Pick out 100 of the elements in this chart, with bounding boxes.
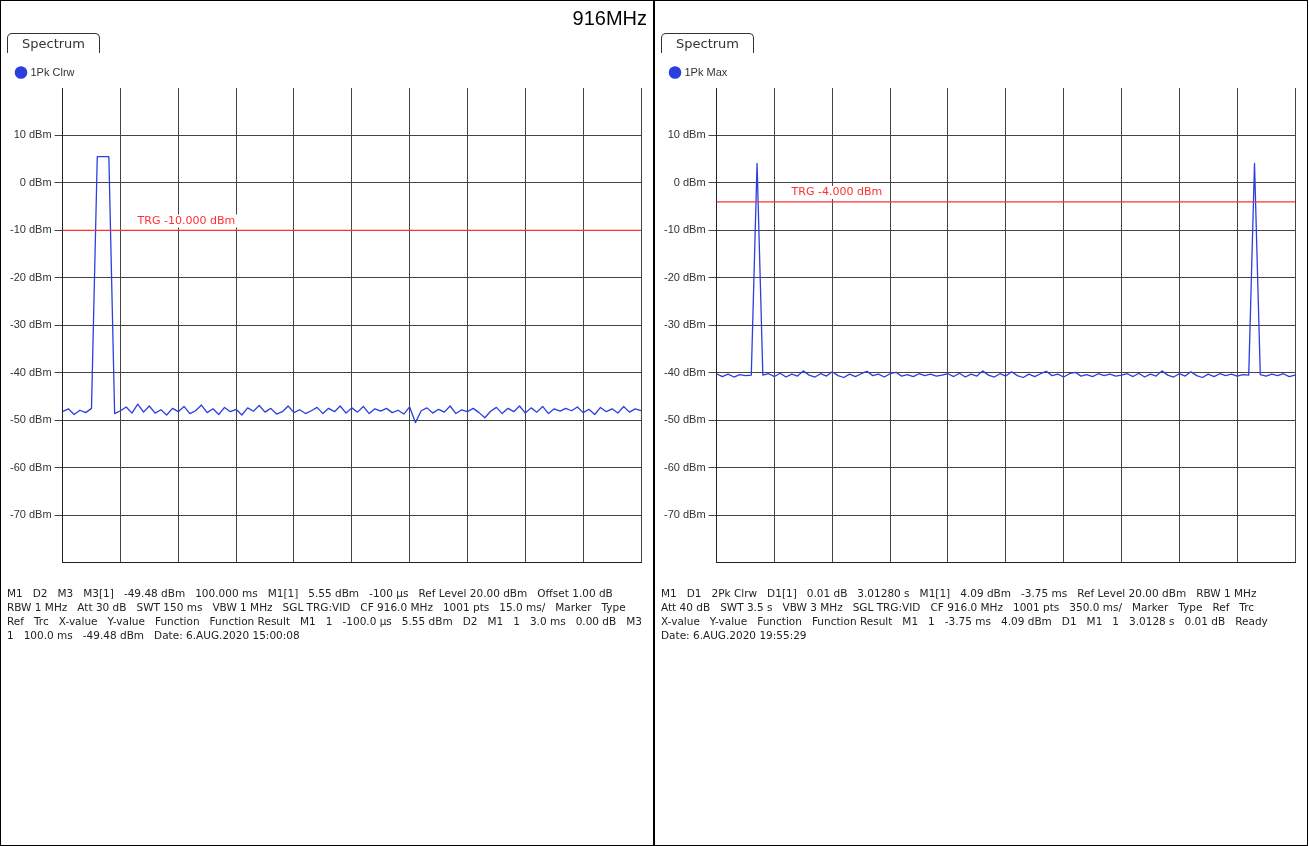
text: 350.0 ms/ bbox=[1069, 601, 1122, 613]
text: M1 bbox=[487, 615, 504, 627]
ref-line-label: TRG -4.000 dBm bbox=[790, 185, 883, 199]
y-tick-label: -10 dBm bbox=[663, 223, 706, 236]
text: 3.0 ms bbox=[529, 615, 566, 627]
text: M1[1] bbox=[919, 587, 951, 599]
text: Date: 6.AUG.2020 15:00:08 bbox=[154, 629, 300, 641]
text: Marker bbox=[1131, 601, 1169, 613]
text: Ref Level 20.00 dBm bbox=[418, 587, 528, 599]
text: X-value bbox=[661, 615, 700, 627]
text: M3 bbox=[626, 615, 642, 627]
text: M1[1] bbox=[267, 587, 299, 599]
text: 1 bbox=[325, 615, 333, 627]
text: 3.01280 s bbox=[857, 587, 910, 599]
text: 0.00 dB bbox=[575, 615, 617, 627]
y-tick-label: -70 dBm bbox=[663, 508, 706, 521]
text: Function Result bbox=[209, 615, 291, 627]
y-tick-label: 0 dBm bbox=[673, 175, 706, 188]
text: 1 bbox=[7, 629, 14, 641]
text: 1001 pts bbox=[1013, 601, 1060, 613]
text: 2Pk Clrw bbox=[711, 587, 758, 599]
text: SWT 3.5 s bbox=[720, 601, 773, 613]
text: M1 bbox=[902, 615, 919, 627]
text: 100.0 ms bbox=[23, 629, 73, 641]
y-tick-label: -40 dBm bbox=[663, 365, 706, 378]
legend-label: 1Pk Max bbox=[684, 65, 728, 78]
text: Trc bbox=[1239, 601, 1255, 613]
text: M3[1] bbox=[83, 587, 114, 599]
text: 0.01 dB bbox=[806, 587, 848, 599]
y-tick-label: -30 dBm bbox=[663, 318, 706, 331]
text: M3 bbox=[57, 587, 74, 599]
text: RBW 1 MHz bbox=[7, 601, 68, 613]
text: VBW 3 MHz bbox=[782, 601, 843, 613]
text: Function bbox=[154, 615, 200, 627]
text: Y-value bbox=[709, 615, 748, 627]
y-tick-label: -70 dBm bbox=[9, 508, 52, 521]
y-tick-label: 10 dBm bbox=[13, 128, 52, 141]
text: M1 bbox=[7, 587, 23, 599]
text: 1001 pts bbox=[442, 601, 490, 613]
text: 5.55 dBm bbox=[308, 587, 360, 599]
y-tick-label: -20 dBm bbox=[663, 270, 706, 283]
text: Y-value bbox=[107, 615, 145, 627]
y-tick-label: -30 dBm bbox=[9, 318, 52, 331]
text: Function bbox=[757, 615, 802, 627]
text: -100.0 µs bbox=[342, 615, 392, 627]
text: SGL TRG:VID bbox=[852, 601, 921, 613]
ref-line-label: TRG -10.000 dBm bbox=[136, 213, 236, 227]
text: VBW 1 MHz bbox=[212, 601, 273, 613]
text: -49.48 dBm bbox=[123, 587, 186, 599]
y-tick-label: -50 dBm bbox=[663, 413, 706, 426]
chart-title: 916MHz bbox=[572, 6, 647, 30]
text: -100 µs bbox=[369, 587, 409, 599]
text: 5.55 dBm bbox=[401, 615, 453, 627]
y-tick-label: -60 dBm bbox=[663, 460, 706, 473]
text: 3.0128 s bbox=[1129, 615, 1175, 627]
y-tick-label: -20 dBm bbox=[9, 270, 52, 283]
y-tick-label: 0 dBm bbox=[19, 175, 52, 188]
text: SWT 150 ms bbox=[136, 601, 203, 613]
text: -49.48 dBm bbox=[82, 629, 145, 641]
text: X-value bbox=[58, 615, 98, 627]
text: Offset 1.00 dB bbox=[537, 587, 613, 599]
text: D2 bbox=[32, 587, 48, 599]
y-tick-label: -10 dBm bbox=[9, 223, 52, 236]
text: -3.75 ms bbox=[944, 615, 991, 627]
legend-label: 1Pk Clrw bbox=[30, 65, 75, 78]
text: CF 916.0 MHz bbox=[930, 601, 1003, 613]
text: Ref Level 20.00 dBm bbox=[1077, 587, 1187, 599]
chart-subtitle: Spectrum bbox=[661, 33, 754, 53]
text: CF 916.0 MHz bbox=[360, 601, 433, 613]
text: 4.09 dBm bbox=[1001, 615, 1052, 627]
text: Ref bbox=[1212, 601, 1230, 613]
text: RBW 1 MHz bbox=[1196, 587, 1257, 599]
text: D1 bbox=[686, 587, 702, 599]
text: 0.01 dB bbox=[1184, 615, 1226, 627]
y-tick-label: -50 dBm bbox=[9, 413, 52, 426]
text: M1 bbox=[661, 587, 677, 599]
y-tick-label: -60 dBm bbox=[9, 460, 52, 473]
text: 1 bbox=[1112, 615, 1120, 627]
text: Function Result bbox=[811, 615, 893, 627]
text: 1 bbox=[928, 615, 935, 627]
text: Att 40 dB bbox=[661, 601, 711, 613]
text: Ready bbox=[1235, 615, 1268, 627]
text: -3.75 ms bbox=[1021, 587, 1068, 599]
text: Ref bbox=[7, 615, 24, 627]
text: 15.0 ms/ bbox=[499, 601, 546, 613]
y-tick-label: 10 dBm bbox=[667, 128, 706, 141]
text: Type bbox=[1178, 601, 1203, 613]
text: Type bbox=[601, 601, 626, 613]
text: Att 30 dB bbox=[77, 601, 127, 613]
text: 100.000 ms bbox=[195, 587, 258, 599]
text: D2 bbox=[462, 615, 478, 627]
text: Trc bbox=[33, 615, 49, 627]
text: Date: 6.AUG.2020 19:55:29 bbox=[661, 629, 807, 641]
text: D1[1] bbox=[767, 587, 797, 599]
text: Marker bbox=[555, 601, 592, 613]
text: M1 bbox=[1086, 615, 1103, 627]
text: SGL TRG:VID bbox=[282, 601, 351, 613]
text: D1 bbox=[1061, 615, 1077, 627]
text: M1 bbox=[300, 615, 316, 627]
text: 4.09 dBm bbox=[960, 587, 1012, 599]
